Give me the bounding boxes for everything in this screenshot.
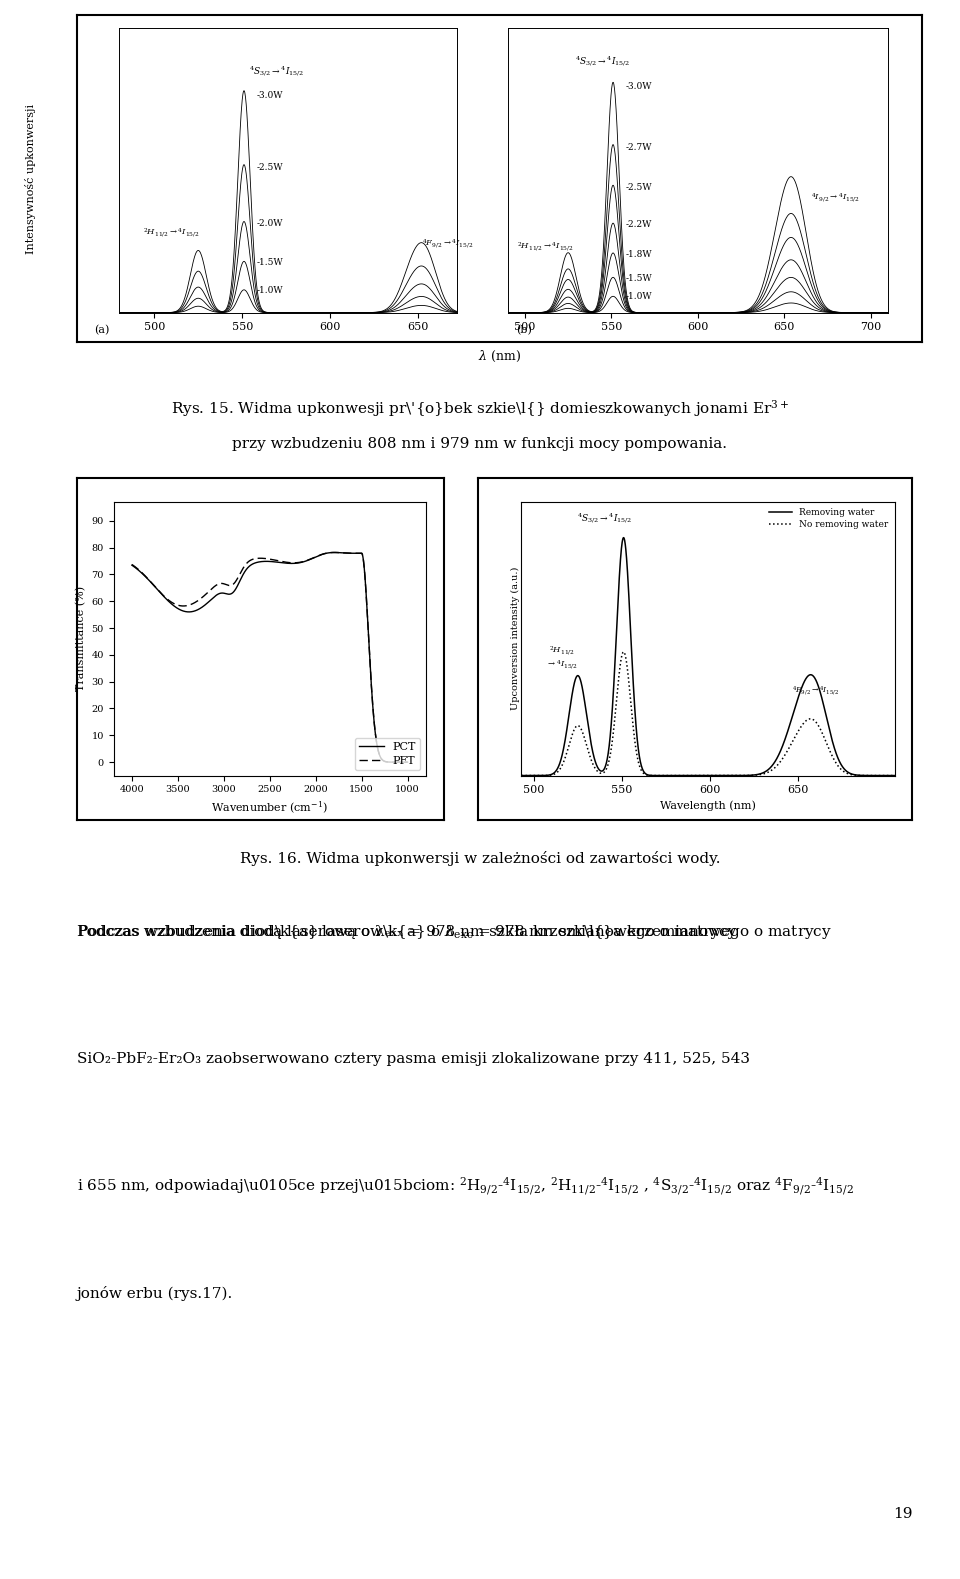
No removing water	[617, 643, 629, 662]
No removing water	[898, 766, 909, 785]
Text: -1.5W: -1.5W	[256, 257, 283, 267]
Text: -2.5W: -2.5W	[625, 183, 652, 193]
PFT	[252, 549, 264, 568]
Text: $\lambda$ (nm): $\lambda$ (nm)	[478, 349, 520, 365]
PCT	[140, 568, 152, 587]
Text: Podczas wzbudzenia diod\k{a} laserow\k{a} o $\lambda_{\mathrm{exc}}$ = 978 nm sz: Podczas wzbudzenia diod\k{a} laserow\k{a…	[77, 922, 832, 941]
PFT	[126, 554, 137, 573]
No removing water	[817, 725, 828, 744]
Text: -2.7W: -2.7W	[625, 144, 652, 153]
Text: Intensywność upkonwersji: Intensywność upkonwersji	[25, 104, 36, 254]
Text: $^4S_{3/2}{\rightarrow}^4I_{15/2}$: $^4S_{3/2}{\rightarrow}^4I_{15/2}$	[250, 65, 304, 79]
PCT	[126, 556, 137, 575]
PCT	[328, 543, 340, 562]
PCT	[344, 543, 355, 562]
No removing water	[674, 766, 685, 785]
Text: -1.8W: -1.8W	[625, 249, 652, 259]
X-axis label: Wavenumber (cm$^{-1}$): Wavenumber (cm$^{-1}$)	[211, 801, 328, 816]
Text: $^4S_{3/2}{\rightarrow}^4I_{15/2}$: $^4S_{3/2}{\rightarrow}^4I_{15/2}$	[575, 55, 631, 69]
Legend: PCT, PFT: PCT, PFT	[355, 737, 420, 771]
Text: i 655 nm, odpowiadaj\u0105ce przej\u015bciom: $^2\mathrm{H}_{9/2}$-$^4\mathrm{I}: i 655 nm, odpowiadaj\u0105ce przej\u015b…	[77, 1175, 853, 1197]
Text: $^2H_{11/2}$
${\rightarrow}^4I_{15/2}$: $^2H_{11/2}$ ${\rightarrow}^4I_{15/2}$	[546, 644, 578, 671]
Removing water	[898, 766, 909, 785]
PFT	[394, 753, 405, 772]
PFT	[260, 549, 272, 568]
Removing water	[536, 766, 547, 785]
PFT	[394, 753, 405, 772]
Y-axis label: Upconversion intensity (a.u.): Upconversion intensity (a.u.)	[511, 567, 520, 711]
Text: Rys. 16. Widma upkonwersji w zależności od zawartości wody.: Rys. 16. Widma upkonwersji w zależności …	[240, 851, 720, 865]
Removing water	[817, 692, 828, 711]
Text: -2.2W: -2.2W	[625, 221, 652, 229]
Text: (b): (b)	[516, 325, 532, 335]
Y-axis label: Transmittance (%): Transmittance (%)	[76, 586, 85, 692]
No removing water	[516, 766, 527, 785]
Text: -1.0W: -1.0W	[256, 286, 283, 295]
Line: PCT: PCT	[132, 553, 408, 763]
No removing water	[887, 766, 899, 785]
Legend: Removing water, No removing water: Removing water, No removing water	[767, 507, 890, 531]
No removing water	[692, 766, 704, 785]
Text: jonów erbu (rys.17).: jonów erbu (rys.17).	[77, 1285, 233, 1301]
PFT	[402, 753, 414, 772]
Text: $^2H_{11/2}{\rightarrow}^4I_{15/2}$: $^2H_{11/2}{\rightarrow}^4I_{15/2}$	[143, 226, 201, 238]
No removing water	[887, 766, 899, 785]
PCT	[394, 753, 405, 772]
X-axis label: Wavelength (nm): Wavelength (nm)	[660, 801, 756, 812]
Text: Podczas wzbudzenia diodą laserową o λₑₓₓ = 978 nm szkła krzemianowego o matrycy: Podczas wzbudzenia diodą laserową o λₑₓₓ…	[77, 925, 736, 938]
Text: 19: 19	[893, 1506, 912, 1521]
PCT	[260, 553, 272, 572]
Text: -1.5W: -1.5W	[625, 273, 652, 283]
Text: -2.0W: -2.0W	[256, 219, 283, 227]
Line: PFT: PFT	[132, 553, 408, 763]
Text: -1.0W: -1.0W	[625, 292, 652, 302]
Text: Rys. 15. Widma upkonwesji pr\'{o}bek szkie\l{} domieszkowanych jonami Er$^{3+}$: Rys. 15. Widma upkonwesji pr\'{o}bek szk…	[171, 398, 789, 418]
PFT	[344, 543, 355, 562]
PCT	[252, 553, 264, 572]
No removing water	[536, 766, 547, 785]
PFT	[140, 567, 152, 586]
Removing water	[674, 766, 685, 785]
Removing water	[617, 527, 629, 546]
Removing water	[692, 766, 704, 785]
Text: $^4F_{9/2}{\rightarrow}^4I_{15/2}$: $^4F_{9/2}{\rightarrow}^4I_{15/2}$	[792, 685, 839, 696]
Text: -3.0W: -3.0W	[625, 82, 652, 92]
PFT	[328, 543, 340, 562]
Removing water	[702, 766, 713, 785]
PCT	[402, 753, 414, 772]
Removing water	[887, 766, 899, 785]
Text: (a): (a)	[94, 325, 109, 335]
Text: $^4I_{9/2}{\rightarrow}^4I_{15/2}$: $^4I_{9/2}{\rightarrow}^4I_{15/2}$	[811, 191, 860, 204]
Line: Removing water: Removing water	[521, 537, 903, 775]
Text: -3.0W: -3.0W	[256, 90, 283, 99]
Text: $^2H_{11/2}{\rightarrow}^4I_{15/2}$: $^2H_{11/2}{\rightarrow}^4I_{15/2}$	[517, 240, 574, 253]
PCT	[394, 753, 405, 772]
Removing water	[516, 766, 527, 785]
Text: SiO₂-PbF₂-Er₂O₃ zaobserwowano cztery pasma emisji zlokalizowane przy 411, 525, 5: SiO₂-PbF₂-Er₂O₃ zaobserwowano cztery pas…	[77, 1052, 750, 1066]
Text: -2.5W: -2.5W	[256, 163, 283, 172]
Text: przy wzbudzeniu 808 nm i 979 nm w funkcji mocy pompowania.: przy wzbudzeniu 808 nm i 979 nm w funkcj…	[232, 437, 728, 452]
Text: $^4F_{9/2}{\rightarrow}^4I_{15/2}$: $^4F_{9/2}{\rightarrow}^4I_{15/2}$	[421, 237, 473, 249]
Line: No removing water: No removing water	[521, 652, 903, 775]
Removing water	[887, 766, 899, 785]
No removing water	[702, 766, 713, 785]
Text: $^4S_{3/2}{\rightarrow}^4I_{15/2}$: $^4S_{3/2}{\rightarrow}^4I_{15/2}$	[577, 512, 632, 526]
